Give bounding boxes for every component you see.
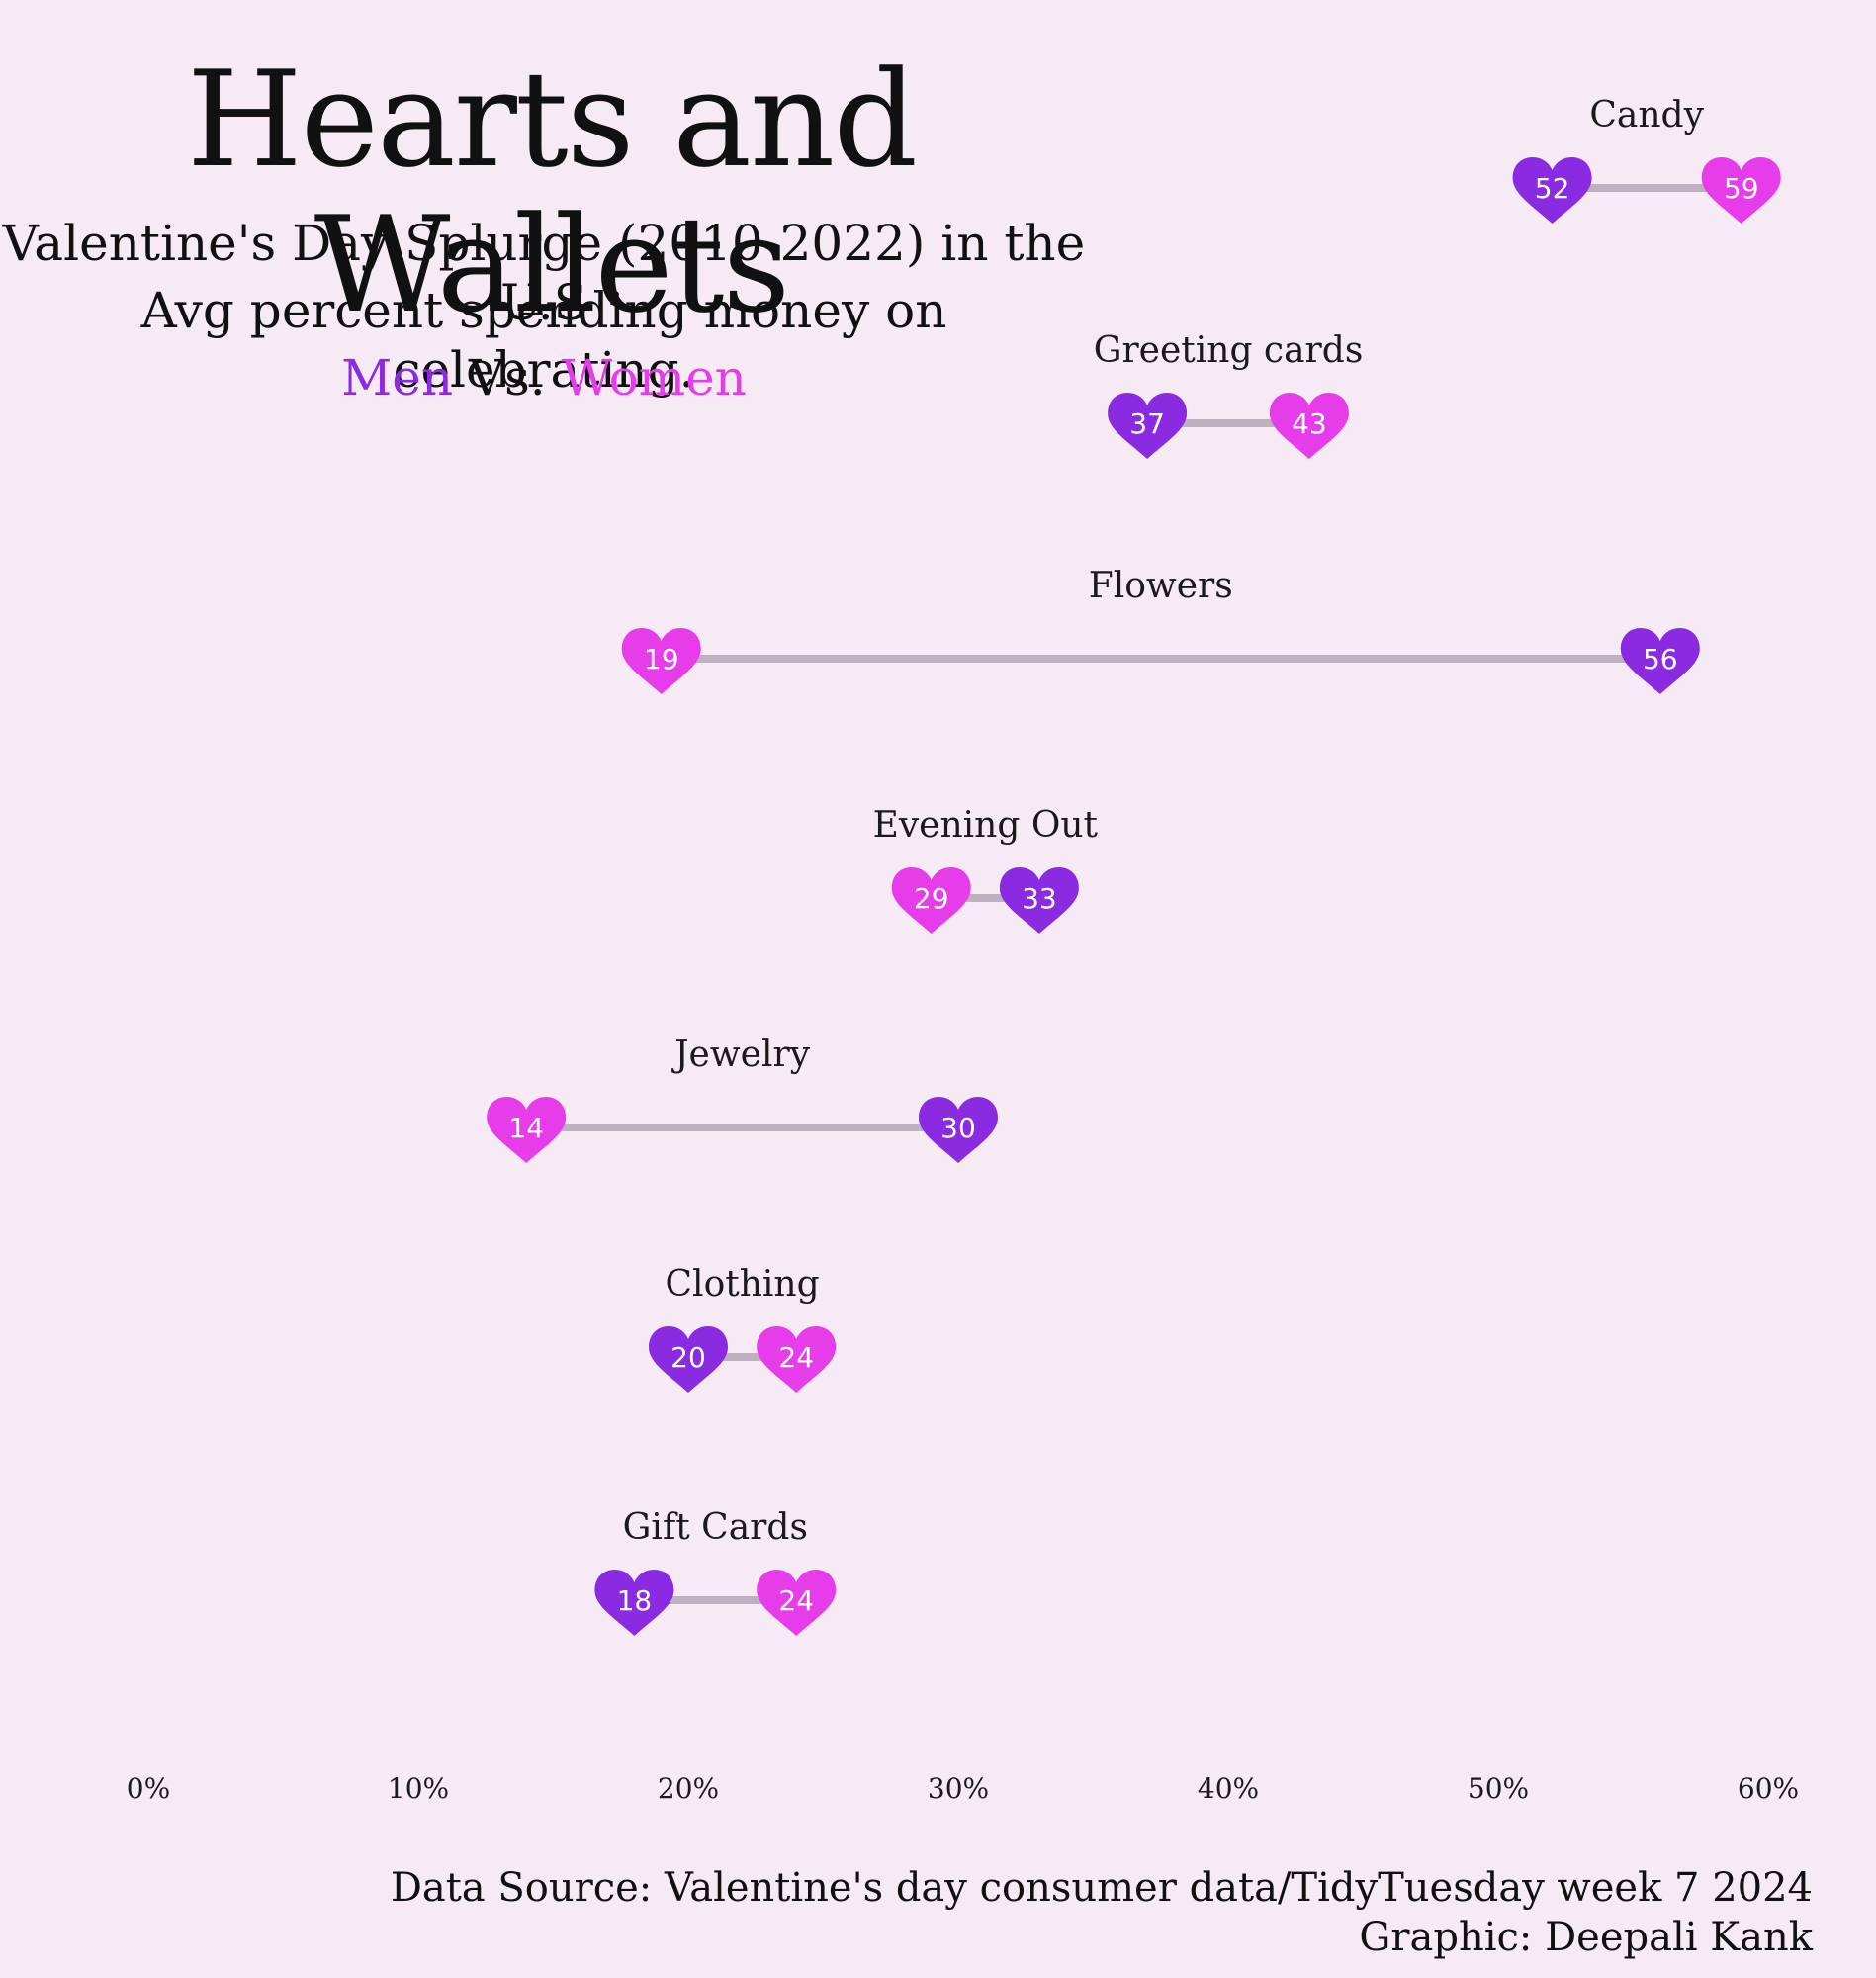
value-label-women: 24 (778, 1341, 814, 1374)
heart-point-women (487, 1097, 567, 1163)
value-label-men: 37 (1129, 407, 1165, 440)
legend-vs: Vs. (469, 349, 546, 406)
x-tick-label: 0% (127, 1772, 170, 1805)
heart-point-men (999, 867, 1079, 934)
heart-point-women (757, 1326, 837, 1393)
legend-women: Women (561, 349, 747, 406)
heart-point-women (621, 628, 701, 694)
value-label-women: 43 (1292, 407, 1327, 440)
heart-point-men (1512, 157, 1592, 224)
chart-subtitle-line2: Avg percent spending money on celebratin… (140, 282, 947, 399)
x-tick-label: 10% (388, 1772, 449, 1805)
category-label: Greeting cards (1094, 330, 1364, 371)
heart-point-women (1269, 393, 1349, 459)
category-label: Jewelry (670, 1034, 811, 1075)
dumbbell-chart: Candy 59 52 Greeting cards 43 37 Flowers 19 56 Ev… (127, 95, 1799, 1805)
value-label-women: 29 (914, 882, 949, 915)
value-label-men: 52 (1535, 172, 1570, 205)
chart-subtitle-line1: Valentine's Day Splurge (2010-2022) in t… (2, 215, 1086, 331)
legend-line: Men Vs. Women (0, 348, 1088, 407)
x-tick-label: 30% (928, 1772, 989, 1805)
category-label: Clothing (666, 1264, 820, 1304)
value-label-men: 18 (617, 1584, 653, 1617)
category-label: Gift Cards (623, 1507, 808, 1548)
chart-title: Hearts and Wallets (186, 43, 918, 343)
value-label-women: 24 (778, 1584, 814, 1617)
heart-point-men (1620, 628, 1700, 694)
x-tick-label: 60% (1738, 1772, 1799, 1805)
legend-men: Men (341, 349, 454, 406)
value-label-men: 20 (670, 1341, 706, 1374)
value-label-men: 30 (940, 1112, 976, 1144)
x-tick-label: 50% (1468, 1772, 1529, 1805)
value-label-women: 19 (644, 643, 679, 675)
heart-point-men (1108, 393, 1188, 459)
value-label-men: 33 (1022, 882, 1057, 915)
heart-point-men (649, 1326, 728, 1393)
heart-point-men (594, 1570, 674, 1636)
data-source-credit: Data Source: Valentine's day consumer da… (390, 1865, 1813, 1911)
heart-point-women (891, 867, 971, 934)
x-tick-label: 40% (1198, 1772, 1259, 1805)
heart-point-men (919, 1097, 998, 1163)
heart-point-women (1701, 157, 1781, 224)
value-label-men: 56 (1643, 643, 1678, 675)
category-label: Flowers (1089, 566, 1233, 606)
graphic-credit: Graphic: Deepali Kank (1359, 1915, 1813, 1960)
category-label: Candy (1589, 95, 1704, 135)
x-tick-label: 20% (658, 1772, 719, 1805)
heart-point-women (757, 1570, 837, 1636)
category-label: Evening Out (873, 805, 1099, 846)
value-label-women: 14 (508, 1112, 544, 1144)
value-label-women: 59 (1724, 172, 1759, 205)
